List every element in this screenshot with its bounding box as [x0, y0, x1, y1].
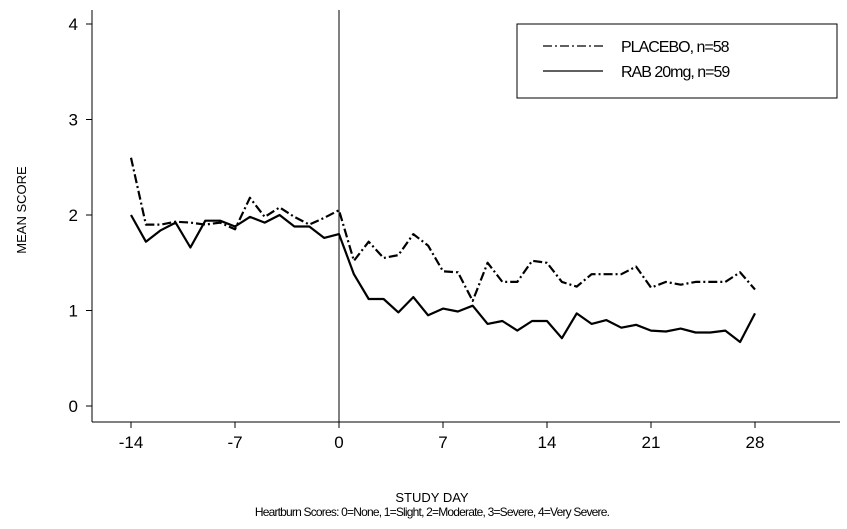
legend: PLACEBO, n=58 RAB 20mg, n=59 — [516, 23, 838, 99]
x-tick-label: 14 — [538, 433, 557, 452]
x-tick-label: 21 — [642, 433, 661, 452]
x-tick-label: 28 — [746, 433, 765, 452]
chart-series — [129, 157, 756, 344]
x-tick-label: -14 — [119, 433, 144, 452]
legend-label-rab: RAB 20mg, n=59 — [621, 64, 730, 81]
x-tick-label: 7 — [438, 433, 447, 452]
y-axis-title: MEAN SCORE — [14, 166, 29, 254]
chart-axes — [91, 10, 840, 423]
y-tick-label: 2 — [69, 206, 78, 225]
x-tick-label: 0 — [334, 433, 343, 452]
footnote: Heartburn Scores: 0=None, 1=Slight, 2=Mo… — [255, 505, 610, 519]
y-tick-label: 4 — [69, 15, 78, 34]
chart-ticks: 0 1 2 3 4 -14 -7 0 7 14 21 28 — [69, 15, 765, 452]
series-line-placebo — [129, 157, 756, 302]
y-tick-label: 1 — [69, 302, 78, 321]
y-tick-label: 3 — [69, 111, 78, 130]
x-axis-title: STUDY DAY — [395, 490, 469, 505]
series-line-rab — [130, 213, 756, 344]
y-tick-label: 0 — [69, 397, 78, 416]
legend-box — [516, 23, 838, 99]
legend-label-placebo: PLACEBO, n=58 — [621, 39, 730, 56]
x-tick-label: -7 — [227, 433, 242, 452]
